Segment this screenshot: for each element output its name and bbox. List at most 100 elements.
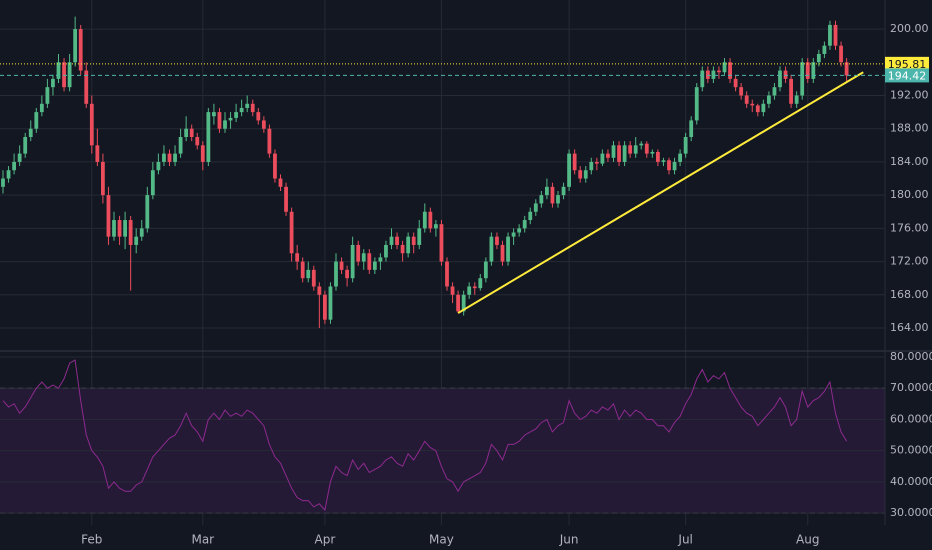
candle-body bbox=[489, 236, 494, 262]
candle-body bbox=[106, 195, 111, 237]
candle-body bbox=[456, 294, 460, 312]
candle-body bbox=[173, 153, 177, 162]
candle-body bbox=[589, 161, 594, 171]
candle-body bbox=[828, 24, 832, 46]
price-label-box bbox=[885, 68, 929, 83]
candle-body bbox=[273, 153, 277, 179]
candle-body bbox=[844, 62, 849, 76]
candle-body bbox=[805, 62, 810, 79]
candle-body bbox=[500, 244, 505, 262]
candle-body bbox=[533, 203, 538, 212]
y-tick-label: 30.0000 bbox=[890, 506, 932, 519]
candle-body bbox=[317, 286, 322, 295]
candle-body bbox=[467, 286, 472, 295]
candle-body bbox=[6, 170, 11, 179]
candle-body bbox=[539, 195, 544, 204]
y-tick-label: 70.0000 bbox=[890, 381, 932, 394]
candle-body bbox=[667, 160, 671, 171]
candle-body bbox=[95, 145, 100, 162]
candle-body bbox=[250, 103, 255, 113]
candle-body bbox=[778, 70, 782, 88]
y-tick-label: 192.00 bbox=[890, 88, 929, 101]
candle-body bbox=[139, 228, 144, 237]
candle-body bbox=[345, 269, 349, 279]
candle-body bbox=[267, 128, 272, 154]
y-tick-label: 80.0000 bbox=[890, 350, 932, 363]
candle-body bbox=[134, 236, 139, 245]
candle-body bbox=[234, 112, 238, 118]
candle-body bbox=[145, 195, 150, 229]
candle-body bbox=[73, 29, 78, 63]
candle-body bbox=[483, 261, 488, 279]
candle-body bbox=[661, 160, 666, 162]
candle-body bbox=[694, 87, 699, 121]
x-tick-label: Aug bbox=[796, 533, 819, 547]
candle-body bbox=[478, 278, 483, 289]
candle-body bbox=[650, 151, 655, 154]
candle-body bbox=[389, 236, 394, 245]
candle-body bbox=[1, 178, 5, 187]
candle-body bbox=[400, 244, 405, 254]
y-tick-label: 168.00 bbox=[890, 288, 929, 301]
candle-body bbox=[101, 161, 105, 196]
candle-body bbox=[594, 161, 599, 164]
candle-body bbox=[323, 294, 327, 320]
candle-body bbox=[306, 269, 311, 279]
y-tick-label: 184.00 bbox=[890, 155, 929, 168]
candle-body bbox=[117, 220, 122, 237]
candle-body bbox=[822, 45, 827, 54]
y-tick-label: 200.00 bbox=[890, 22, 929, 35]
candle-body bbox=[339, 261, 344, 270]
candle-body bbox=[184, 128, 189, 138]
candle-body bbox=[150, 170, 155, 196]
candle-body bbox=[245, 103, 250, 108]
candle-body bbox=[767, 95, 771, 104]
candle-body bbox=[39, 103, 44, 113]
candle-body bbox=[472, 286, 477, 289]
candle-body bbox=[300, 261, 305, 279]
candle-body bbox=[261, 120, 266, 129]
candle-body bbox=[606, 153, 610, 158]
candle-body bbox=[672, 161, 677, 171]
candle-body bbox=[367, 253, 372, 270]
candle-body bbox=[112, 220, 116, 237]
candle-body bbox=[428, 211, 433, 229]
candle-body bbox=[511, 232, 516, 237]
candle-body bbox=[744, 95, 749, 104]
candle-body bbox=[67, 62, 72, 88]
candle-body bbox=[223, 120, 227, 129]
candle-body bbox=[833, 24, 838, 46]
candle-body bbox=[78, 29, 83, 71]
candle-body bbox=[372, 261, 377, 270]
candle-body bbox=[45, 87, 50, 104]
candle-body bbox=[711, 70, 716, 79]
x-tick-label: Jul bbox=[677, 533, 692, 547]
candle-body bbox=[395, 236, 399, 245]
candle-body bbox=[600, 153, 605, 164]
candle-body bbox=[700, 70, 705, 88]
candle-body bbox=[728, 62, 732, 79]
candle-body bbox=[62, 62, 66, 88]
candle-body bbox=[195, 137, 200, 146]
candle-body bbox=[284, 186, 288, 212]
y-tick-label: 40.0000 bbox=[890, 475, 932, 488]
candle-body bbox=[295, 253, 300, 262]
candle-body bbox=[256, 112, 261, 121]
candle-body bbox=[445, 261, 449, 287]
candle-body bbox=[611, 145, 616, 158]
candle-body bbox=[439, 224, 444, 262]
candle-body bbox=[361, 253, 366, 262]
candle-body bbox=[617, 145, 621, 162]
price-label: 194.42 bbox=[888, 69, 927, 82]
y-tick-label: 164.00 bbox=[890, 321, 929, 334]
candle-body bbox=[622, 145, 627, 162]
candle-body bbox=[556, 195, 560, 204]
rsi-line bbox=[2, 359, 848, 512]
candle-body bbox=[633, 145, 638, 154]
candle-body bbox=[206, 112, 211, 162]
candle-body bbox=[578, 170, 583, 179]
candle-body bbox=[722, 62, 727, 73]
candle-body bbox=[434, 224, 438, 229]
price-label-box bbox=[885, 56, 929, 71]
